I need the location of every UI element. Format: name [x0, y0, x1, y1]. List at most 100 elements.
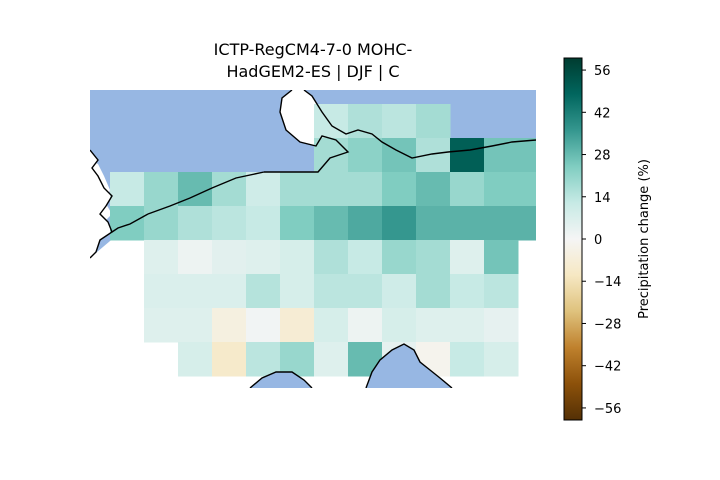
grid-cell [450, 240, 485, 275]
grid-cell [416, 206, 451, 241]
grid-cell [314, 342, 349, 377]
colorbar-gradient [563, 57, 583, 421]
grid-cell [382, 308, 417, 343]
grid-cell [178, 308, 213, 343]
grid-cell [280, 240, 315, 275]
grid-cell [484, 308, 519, 343]
chart-title-line-2: HadGEM2-ES | DJF | C [226, 62, 400, 81]
grid-cell [212, 308, 247, 343]
grid-cell [348, 240, 383, 275]
adriatic-sea [366, 344, 452, 388]
grid-cell [348, 104, 383, 139]
grid-cell [246, 274, 281, 309]
grid-cell [314, 308, 349, 343]
grid-cell [178, 274, 213, 309]
colorbar-tick-label: −28 [594, 317, 621, 332]
coastline-north-sea [147, 171, 265, 215]
grid-cell [382, 240, 417, 275]
colorbar-tick-label: −42 [594, 360, 621, 375]
grid-cell [382, 104, 417, 139]
grid-cell [144, 172, 179, 207]
grid-cell [348, 308, 383, 343]
coastline-west [90, 149, 113, 259]
data-grid [110, 104, 536, 377]
colorbar-tick-label: 0 [594, 233, 602, 248]
grid-cell [382, 274, 417, 309]
grid-cell [416, 308, 451, 343]
grid-cell [348, 138, 383, 173]
grid-cell [450, 138, 485, 173]
grid-cell [212, 274, 247, 309]
coastline-ligurian [249, 371, 313, 388]
coastline-channel [111, 213, 149, 233]
coastline-jutland [264, 90, 350, 173]
grid-cell [382, 138, 417, 173]
grid-cell [280, 172, 315, 207]
ligurian-sea [250, 372, 312, 388]
grid-cell [314, 104, 349, 139]
grid-cell [314, 206, 349, 241]
grid-cell [450, 206, 485, 241]
grid-cell [144, 206, 179, 241]
grid-cell [280, 206, 315, 241]
grid-cell [484, 172, 519, 207]
grid-cell [382, 172, 417, 207]
grid-cell [280, 274, 315, 309]
grid-cell [246, 206, 281, 241]
colorbar-tick-label: −14 [594, 275, 621, 290]
grid-cell [144, 240, 179, 275]
grid-cell [484, 138, 519, 173]
grid-cell [246, 308, 281, 343]
coastlines [90, 90, 536, 388]
map-panel [90, 90, 536, 388]
grid-cell [348, 274, 383, 309]
colorbar-tick-label: 56 [594, 64, 611, 79]
grid-cell [280, 308, 315, 343]
grid-cell [314, 274, 349, 309]
grid-cell [416, 104, 451, 139]
grid-cell [518, 172, 536, 207]
grid-cell [314, 240, 349, 275]
grid-cell [178, 342, 213, 377]
grid-cell [348, 206, 383, 241]
grid-cell [212, 342, 247, 377]
grid-cell [416, 240, 451, 275]
grid-cell [484, 206, 519, 241]
colorbar-label: Precipitation change (%) [637, 159, 652, 319]
grid-cell [144, 308, 179, 343]
grid-cell [314, 138, 349, 173]
grid-cell [212, 206, 247, 241]
grid-cell [450, 172, 485, 207]
grid-cell [110, 206, 145, 241]
grid-cell [484, 240, 519, 275]
grid-cell [348, 172, 383, 207]
grid-cell [450, 274, 485, 309]
grid-cell [484, 342, 519, 377]
chart-title-line-1: ICTP-RegCM4-7-0 MOHC- [213, 40, 413, 59]
grid-cell [518, 138, 536, 173]
colorbar: 56 42 28 14 0 −14 −28 −42 −56 Precipitation chan… [563, 57, 652, 421]
colorbar-tick-label: 28 [594, 149, 611, 164]
grid-cell [450, 342, 485, 377]
grid-cell [416, 172, 451, 207]
grid-cell [314, 172, 349, 207]
grid-cell [382, 206, 417, 241]
grid-cell [246, 172, 281, 207]
grid-cell [212, 240, 247, 275]
grid-cell [280, 342, 315, 377]
coastline-baltic [303, 90, 536, 159]
grid-cell [144, 274, 179, 309]
coastline-adriatic [365, 343, 453, 388]
grid-cell [416, 274, 451, 309]
grid-cell [246, 240, 281, 275]
grid-cell [212, 172, 247, 207]
colorbar-ticks: 56 42 28 14 0 −14 −28 −42 −56 [582, 64, 621, 417]
colorbar-tick-label: 14 [594, 191, 611, 206]
grid-cell [246, 342, 281, 377]
grid-cell [416, 138, 451, 173]
grid-cell [110, 172, 145, 207]
grid-cell [178, 206, 213, 241]
grid-cell [518, 206, 536, 241]
grid-cell [450, 308, 485, 343]
